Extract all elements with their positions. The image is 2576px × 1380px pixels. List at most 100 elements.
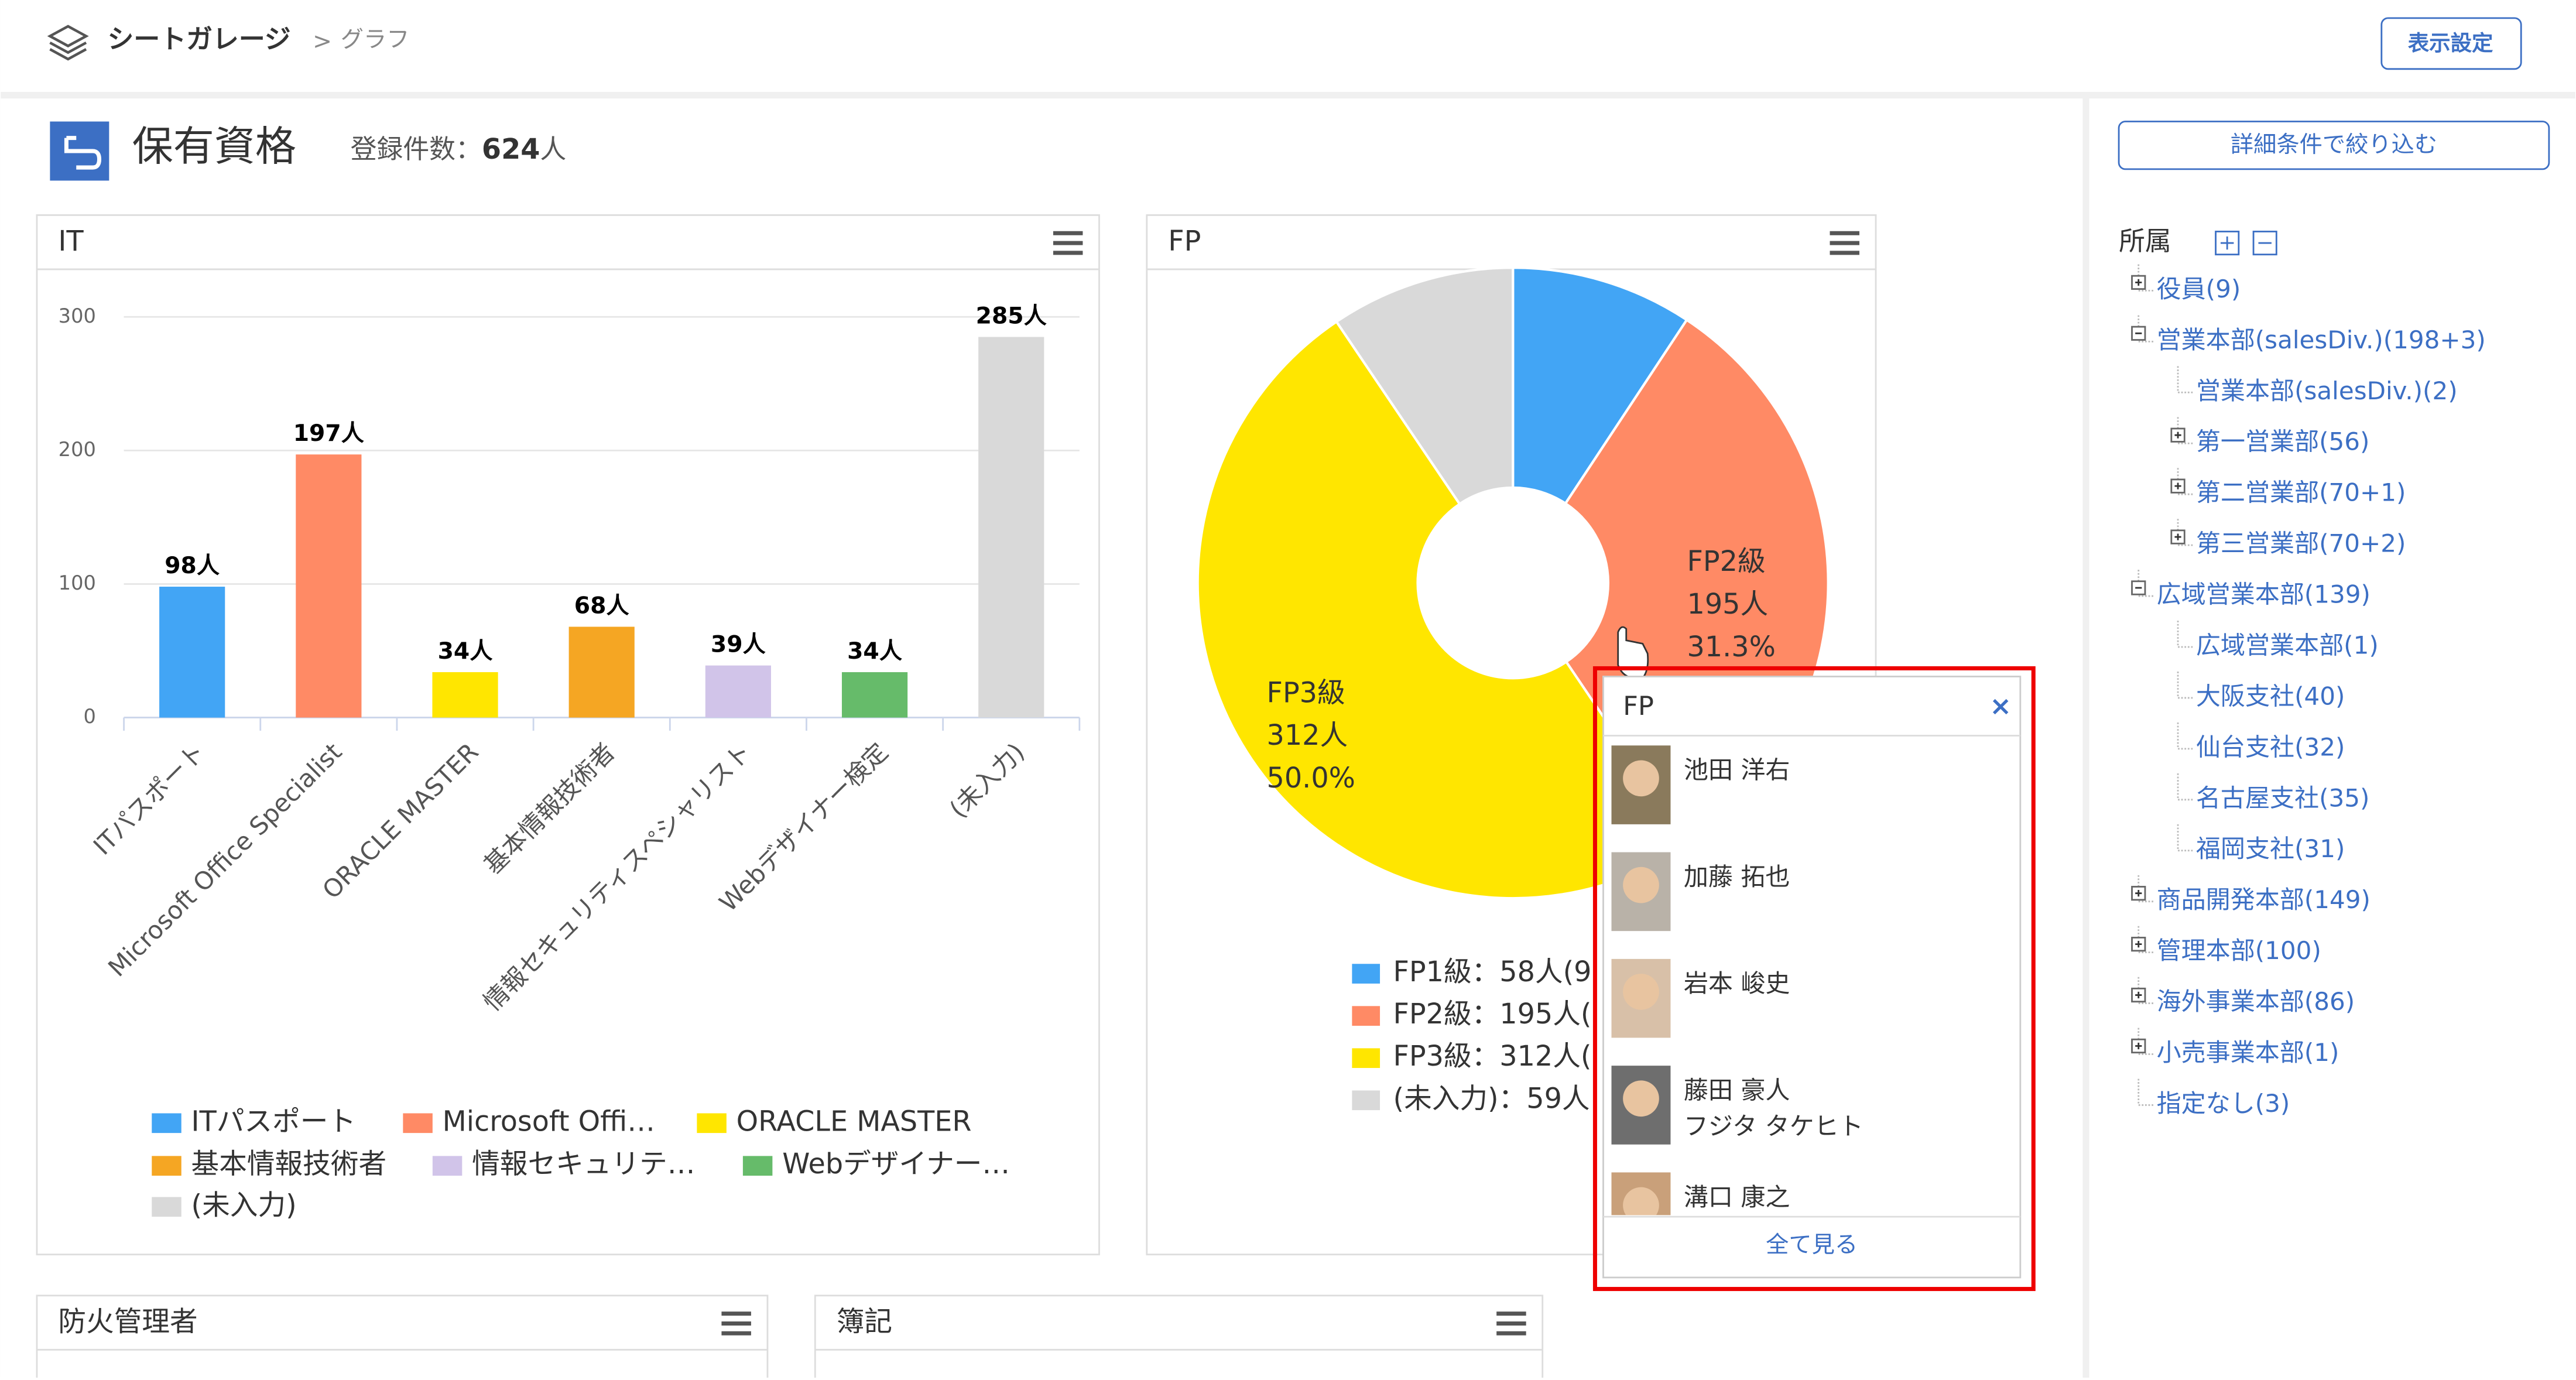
settings-button-label[interactable]: 表示設定 [2408,30,2493,56]
filter-button[interactable] [2118,121,2550,170]
legend-label[interactable]: FP3級：312人( [1393,1040,1591,1073]
bar[interactable] [978,337,1044,718]
tree-item[interactable]: 第一営業部(56) [2196,427,2370,456]
bar[interactable] [841,672,908,718]
page-title: 保有資格 [132,122,296,170]
panel-menu[interactable] [1830,231,1859,255]
expand-collapse-all[interactable] [2215,231,2277,256]
tree-item[interactable]: 名古屋支社(35) [2196,783,2370,812]
person-name[interactable]: 溝口 康之 [1684,1183,1790,1211]
legend-swatch[interactable] [403,1113,433,1134]
avatar-face[interactable] [1623,974,1659,1010]
panel-title: IT [58,225,84,258]
legend-label[interactable]: 情報セキュリテ… [472,1148,695,1180]
legend-label[interactable]: ORACLE MASTER [737,1105,972,1138]
tree-connector [2137,264,2153,292]
person-kana: フジタ タケヒト [1684,1112,1864,1141]
pie-slice[interactable] [1198,321,1690,898]
popup-close[interactable]: × [1989,690,2012,721]
tree-item[interactable]: 広域営業本部(1) [2196,631,2379,659]
avatar-face[interactable] [1623,1080,1659,1117]
tree-connector [2177,468,2193,495]
bar[interactable] [568,626,635,718]
tree-item[interactable]: 営業本部(salesDiv.)(198+3) [2157,326,2486,354]
tree-item[interactable]: 広域営業本部(139) [2157,580,2371,609]
person-name[interactable]: 藤田 豪人 [1684,1076,1790,1105]
count-value: 624 [482,133,540,166]
legend-swatch[interactable] [152,1197,181,1217]
tree-toggle-sign[interactable] [2135,940,2142,948]
legend-swatch[interactable] [697,1113,727,1134]
tree-item[interactable]: 福岡支社(31) [2196,834,2345,863]
tree-item[interactable]: 営業本部(salesDiv.)(2) [2196,376,2458,405]
tree-item[interactable]: 指定なし(3) [2157,1089,2290,1118]
data-label: 34人 [847,638,903,665]
person-name[interactable]: 加藤 拓也 [1684,862,1790,891]
app-name[interactable]: シートガレージ [108,23,291,54]
tree-toggle-sign[interactable] [2135,279,2142,286]
tree-connector [2137,315,2153,343]
legend-swatch[interactable] [152,1113,181,1134]
tree-toggle-sign[interactable] [2135,1042,2142,1050]
pie-slice[interactable] [1512,266,1689,505]
person-name[interactable]: 岩本 峻史 [1684,969,1790,998]
tree-item[interactable]: 管理本部(100) [2157,936,2321,965]
legend-swatch[interactable] [432,1156,463,1176]
legend-label[interactable]: Webデザイナー… [782,1148,1010,1180]
filter-button-label[interactable]: 詳細条件で絞り込む [2231,132,2437,158]
legend-swatch[interactable] [1352,1048,1381,1069]
tree-item[interactable]: 仙台支社(32) [2196,732,2345,761]
tree-item[interactable]: 第二営業部(70+1) [2196,478,2406,507]
panel-menu[interactable] [721,1311,751,1336]
tree-toggle-sign[interactable] [2135,991,2142,999]
panel-menu[interactable] [1053,231,1083,255]
tree-connector [2137,1078,2153,1106]
settings-button[interactable] [2380,17,2522,70]
tree-item[interactable]: 第三営業部(70+2) [2196,529,2406,558]
avatar-face[interactable] [1623,867,1659,903]
tree-item[interactable]: 小売事業本部(1) [2157,1038,2339,1067]
bar[interactable] [296,454,362,718]
legend-swatch[interactable] [1352,1090,1381,1111]
pie-slice[interactable] [1334,266,1515,506]
tree-item[interactable]: 役員(9) [2157,275,2241,303]
legend-label[interactable]: FP2級：195人( [1393,998,1591,1030]
legend-label[interactable]: (未入力)：59人 [1393,1083,1590,1115]
data-label-percent: 31.3% [1687,631,1776,663]
data-label: 98人 [165,553,220,579]
tree-toggle-sign[interactable] [2174,432,2181,439]
y-tick-label: 100 [59,571,96,594]
legend-swatch[interactable] [742,1156,773,1176]
tree-connector [2177,621,2193,648]
sidebar [2089,98,2575,1378]
data-label-value: 312人 [1267,720,1348,752]
bar[interactable] [705,665,771,718]
legend-label[interactable]: FP1級：58人(9 [1393,956,1591,988]
legend-swatch[interactable] [1352,964,1381,984]
count-unit: 人 [540,133,566,165]
legend-label[interactable]: (未入力) [191,1189,297,1221]
tree-toggle-sign[interactable] [2174,482,2181,489]
legend-label[interactable]: 基本情報技術者 [191,1148,387,1180]
panel-title: 簿記 [837,1306,892,1338]
avatar-face[interactable] [1623,1187,1659,1224]
avatar-face[interactable] [1623,760,1659,797]
bar[interactable] [432,672,498,718]
tree-toggle-sign[interactable] [2135,890,2142,897]
panel [36,1295,769,1380]
legend-label[interactable]: ITパスポート [191,1105,356,1138]
tree-item[interactable]: 海外事業本部(86) [2157,987,2355,1016]
tree-toggle-sign[interactable] [2174,533,2181,540]
popup-more[interactable]: 全て見る [1766,1232,1858,1258]
panel [36,214,1100,1256]
bar[interactable] [159,587,225,718]
legend-swatch[interactable] [152,1156,181,1176]
tree-item[interactable]: 大阪支社(40) [2196,682,2345,710]
panel-menu[interactable] [1496,1311,1526,1336]
tree-item[interactable]: 商品開発本部(149) [2157,885,2371,914]
header-bar [1,0,2575,93]
legend-label[interactable]: Microsoft Offi… [443,1105,655,1138]
person-name[interactable]: 池田 洋右 [1684,756,1790,785]
back-icon[interactable] [64,136,102,170]
legend-swatch[interactable] [1352,1006,1381,1026]
